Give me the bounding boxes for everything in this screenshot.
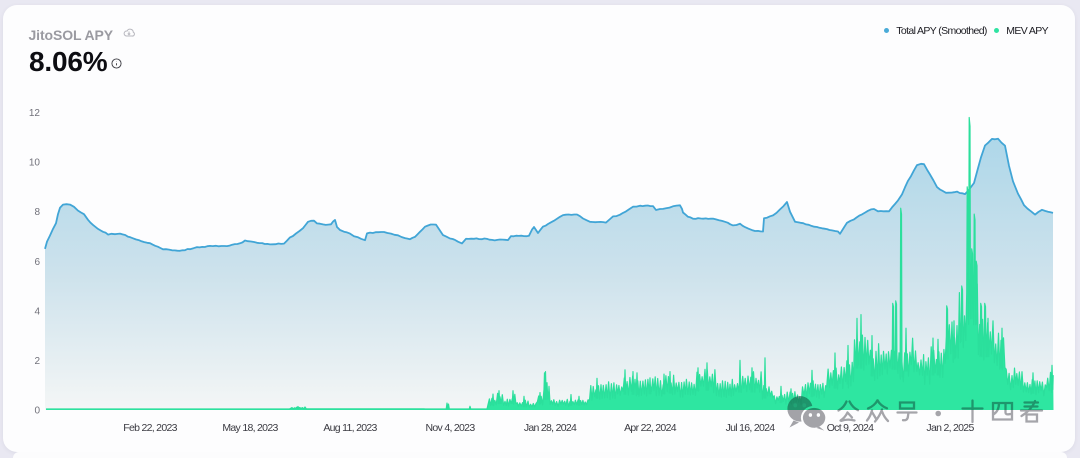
svg-text:12: 12 — [29, 108, 41, 119]
svg-text:2: 2 — [34, 356, 40, 367]
svg-text:4: 4 — [34, 306, 40, 317]
svg-text:10: 10 — [29, 158, 41, 169]
svg-text:Apr 22, 2024: Apr 22, 2024 — [624, 422, 677, 434]
svg-text:6: 6 — [34, 257, 40, 268]
svg-text:Jan 28, 2024: Jan 28, 2024 — [524, 422, 577, 434]
svg-text:May 18, 2023: May 18, 2023 — [222, 422, 278, 434]
svg-text:8: 8 — [34, 207, 40, 218]
svg-text:Nov 4, 2023: Nov 4, 2023 — [426, 422, 476, 434]
svg-text:Feb 22, 2023: Feb 22, 2023 — [123, 422, 177, 434]
svg-text:Jul 16, 2024: Jul 16, 2024 — [726, 422, 776, 434]
svg-text:Aug 11, 2023: Aug 11, 2023 — [323, 422, 377, 434]
svg-text:Oct 9, 2024: Oct 9, 2024 — [827, 422, 874, 434]
svg-text:0: 0 — [34, 406, 40, 417]
svg-text:Jan 2, 2025: Jan 2, 2025 — [926, 422, 974, 434]
